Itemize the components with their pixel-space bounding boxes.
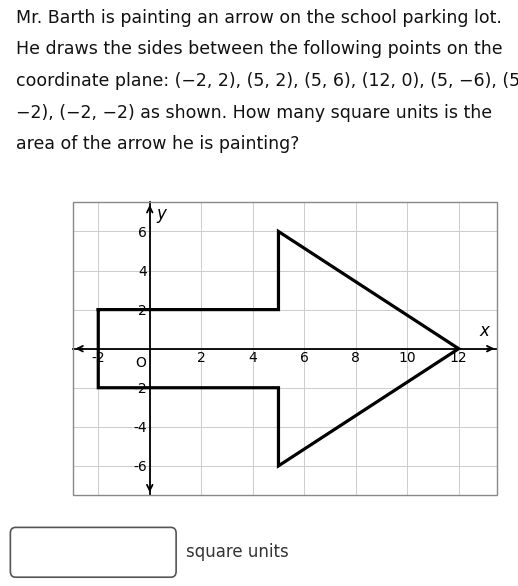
Text: coordinate plane: (−2, 2), (5, 2), (5, 6), (12, 0), (5, −6), (5,: coordinate plane: (−2, 2), (5, 2), (5, 6…	[16, 72, 518, 90]
Text: area of the arrow he is painting?: area of the arrow he is painting?	[16, 135, 299, 154]
Text: He draws the sides between the following points on the: He draws the sides between the following…	[16, 40, 502, 59]
Text: Mr. Barth is painting an arrow on the school parking lot.: Mr. Barth is painting an arrow on the sc…	[16, 9, 501, 27]
Text: −2), (−2, −2) as shown. How many square units is the: −2), (−2, −2) as shown. How many square …	[16, 104, 492, 122]
Text: O: O	[135, 356, 146, 370]
Text: x: x	[480, 322, 490, 340]
Text: square units: square units	[186, 543, 289, 561]
Text: y: y	[156, 205, 166, 223]
